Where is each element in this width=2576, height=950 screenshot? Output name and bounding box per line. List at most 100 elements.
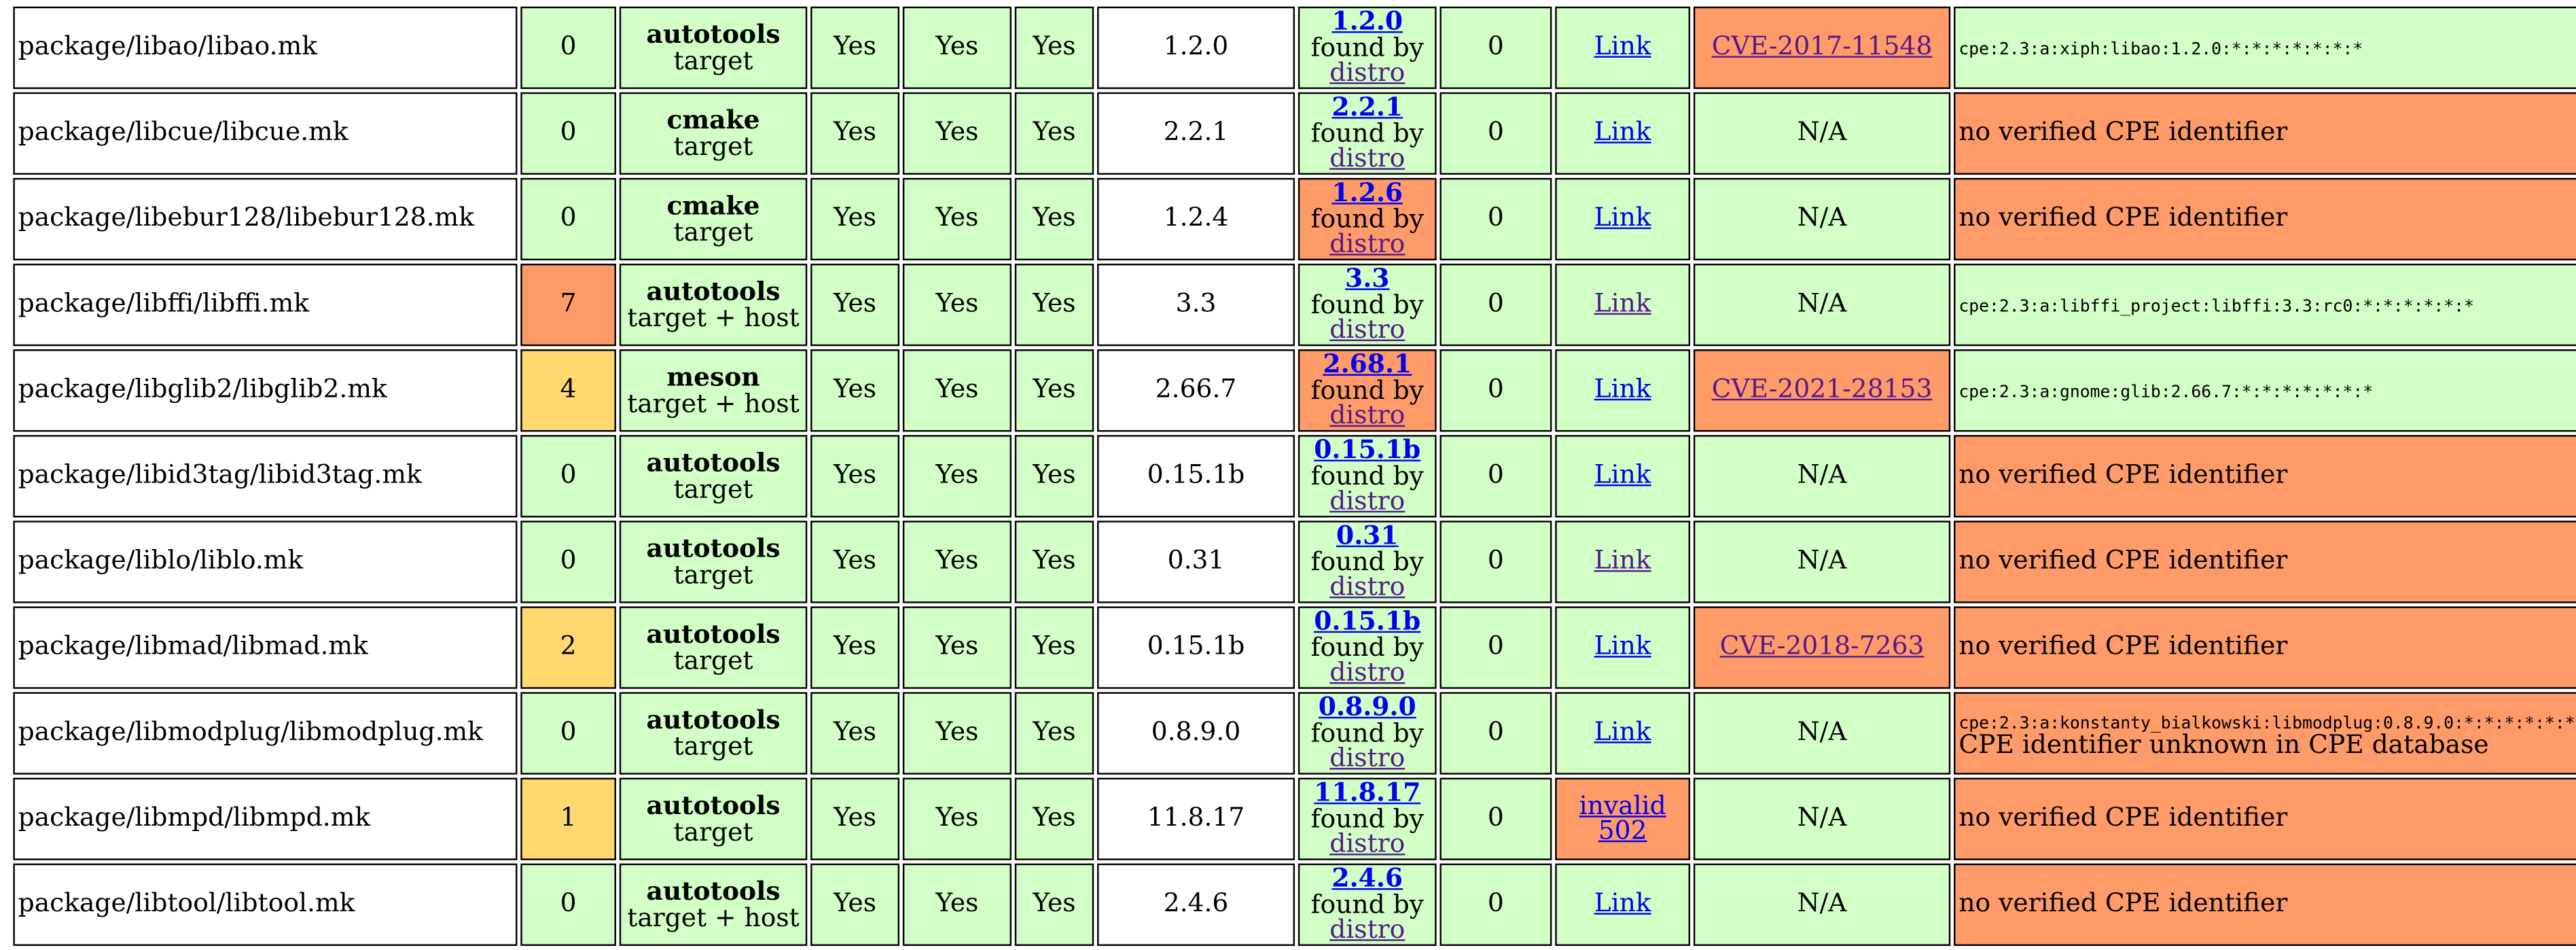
package-path: package/libmpd/libmpd.mk [13, 777, 518, 860]
upstream-version-link[interactable]: 1.2.6 [1331, 177, 1403, 209]
distro-link[interactable]: distro [1329, 143, 1406, 174]
url-link[interactable]: Link [1594, 203, 1651, 233]
cve-link[interactable]: CVE-2017-11548 [1711, 31, 1933, 62]
upstream-version-link[interactable]: 2.2.1 [1331, 90, 1403, 123]
distro-link[interactable]: distro [1329, 58, 1406, 88]
distro-link[interactable]: distro [1329, 743, 1406, 773]
upstream-version-cell: 11.8.17 found by distro [1298, 776, 1437, 860]
infra-target: target + host [627, 302, 800, 332]
license-cell: Yes [810, 349, 900, 432]
current-version: 0.8.9.0 [1097, 692, 1295, 775]
patch-count: 0 [520, 863, 616, 946]
cpe-identifier: cpe:2.3:a:libffi_project:libffi:3.3:rc0:… [1958, 298, 2474, 317]
upstream-version-cell: 2.4.6 found by distro [1298, 862, 1437, 946]
found-by-label: found by [1310, 289, 1424, 319]
patch-count: 2 [520, 606, 616, 689]
package-path: package/libao/libao.mk [13, 6, 518, 89]
upstream-version-cell: 2.2.1 found by distro [1298, 92, 1437, 175]
url-link[interactable]: Link [1594, 460, 1651, 490]
hash-file-cell: Yes [1014, 692, 1094, 775]
cpe-note: CPE identifier unknown in CPE database [1958, 730, 2489, 760]
cve-link[interactable]: CVE-2018-7263 [1719, 631, 1925, 662]
distro-link[interactable]: distro [1329, 572, 1406, 602]
upstream-version-link[interactable]: 0.31 [1336, 519, 1399, 551]
cpe-cell: no verified CPE identifier [1954, 606, 2576, 689]
table-row: package/libtool/libtool.mk 0 autotools ta… [13, 862, 2576, 946]
license-files-cell: Yes [902, 92, 1012, 175]
infrastructure-cell: autotools target [619, 435, 808, 518]
cve-text: N/A [1797, 717, 1847, 747]
cpe-note: no verified CPE identifier [1958, 203, 2288, 233]
distro-link[interactable]: distro [1329, 915, 1406, 945]
package-path: package/libmodplug/libmodplug.mk [13, 692, 518, 775]
cve-cell: N/A [1693, 521, 1951, 603]
warnings-count: 0 [1439, 606, 1552, 689]
infra-target: target [673, 474, 753, 504]
warnings-count: 0 [1439, 692, 1552, 775]
infrastructure-cell: meson target + host [619, 349, 808, 432]
cpe-cell: no verified CPE identifier [1954, 521, 2576, 603]
infrastructure-cell: autotools target [619, 606, 808, 689]
cve-text: N/A [1797, 888, 1847, 919]
found-by-label: found by [1310, 118, 1424, 148]
distro-link[interactable]: distro [1329, 315, 1406, 345]
license-cell: Yes [810, 6, 900, 89]
distro-link[interactable]: distro [1329, 400, 1406, 431]
infrastructure-cell: autotools target [619, 777, 808, 860]
hash-file-cell: Yes [1014, 521, 1094, 603]
cpe-note: no verified CPE identifier [1958, 888, 2288, 919]
infrastructure-cell: cmake target [619, 177, 808, 261]
infra-type: autotools [646, 789, 781, 821]
upstream-version-link[interactable]: 3.3 [1345, 262, 1390, 294]
cve-cell: N/A [1693, 863, 1951, 946]
found-by-label: found by [1310, 803, 1424, 834]
cpe-identifier: cpe:2.3:a:gnome:glib:2.66.7:*:*:*:*:*:*:… [1958, 384, 2374, 403]
distro-link[interactable]: distro [1329, 486, 1406, 516]
url-status-cell: invalid 502 [1555, 777, 1691, 860]
infrastructure-cell: autotools target + host [619, 863, 808, 946]
url-link[interactable]: Link [1594, 631, 1651, 662]
cpe-cell: no verified CPE identifier [1954, 177, 2576, 261]
url-link[interactable]: Link [1594, 31, 1651, 62]
url-link[interactable]: Link [1594, 546, 1651, 576]
upstream-version-link[interactable]: 2.4.6 [1331, 862, 1403, 894]
url-link[interactable]: Link [1594, 288, 1651, 319]
license-cell: Yes [810, 521, 900, 603]
cpe-cell: cpe:2.3:a:xiph:libao:1.2.0:*:*:*:*:*:*:* [1954, 6, 2576, 89]
warnings-count: 0 [1439, 177, 1552, 261]
upstream-version-link[interactable]: 0.15.1b [1314, 434, 1421, 465]
url-status-cell: Link [1555, 92, 1691, 175]
cve-link[interactable]: CVE-2021-28153 [1711, 374, 1933, 404]
cpe-cell: cpe:2.3:a:libffi_project:libffi:3.3:rc0:… [1954, 264, 2576, 347]
distro-link[interactable]: distro [1329, 229, 1406, 260]
current-version: 1.2.4 [1097, 177, 1295, 261]
upstream-version-link[interactable]: 0.8.9.0 [1318, 690, 1416, 722]
upstream-version-link[interactable]: 2.68.1 [1323, 348, 1412, 380]
hash-file-cell: Yes [1014, 606, 1094, 689]
url-link[interactable]: Link [1594, 374, 1651, 404]
table-row: package/libffi/libffi.mk 7 autotools targ… [13, 262, 2576, 347]
patch-count: 0 [520, 92, 616, 175]
license-files-cell: Yes [902, 863, 1012, 946]
infra-target: target [673, 216, 753, 247]
upstream-version-link[interactable]: 1.2.0 [1331, 5, 1403, 37]
url-link[interactable]: Link [1594, 717, 1651, 747]
infra-target: target [673, 731, 753, 761]
found-by-label: found by [1310, 632, 1424, 663]
cve-text: N/A [1797, 203, 1847, 233]
distro-link[interactable]: distro [1329, 658, 1406, 688]
url-link[interactable]: Link [1594, 888, 1651, 919]
url-status-cell: Link [1555, 435, 1691, 518]
upstream-version-link[interactable]: 11.8.17 [1314, 776, 1421, 808]
distro-link[interactable]: distro [1329, 829, 1406, 860]
license-files-cell: Yes [902, 521, 1012, 603]
infrastructure-cell: cmake target [619, 92, 808, 175]
found-by-label: found by [1310, 546, 1424, 577]
warnings-count: 0 [1439, 521, 1552, 603]
current-version: 2.66.7 [1097, 349, 1295, 432]
package-rows: package/libao/libao.mk 0 autotools target… [13, 5, 2576, 946]
upstream-version-link[interactable]: 0.15.1b [1314, 605, 1421, 637]
found-by-label: found by [1310, 889, 1424, 919]
url-link[interactable]: invalid 502 [1579, 790, 1666, 846]
url-link[interactable]: Link [1594, 117, 1651, 147]
